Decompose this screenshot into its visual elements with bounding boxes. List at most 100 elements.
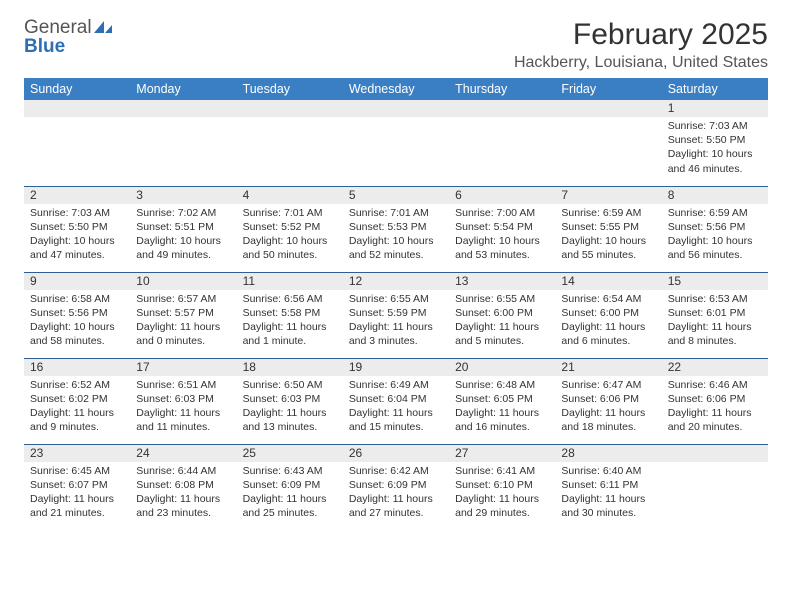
day-details: Sunrise: 6:51 AMSunset: 6:03 PMDaylight:… [130, 376, 236, 437]
calendar-week: 9Sunrise: 6:58 AMSunset: 5:56 PMDaylight… [24, 272, 768, 358]
day-header-row: Sunday Monday Tuesday Wednesday Thursday… [24, 78, 768, 100]
sunrise: Sunrise: 6:54 AM [561, 292, 655, 306]
daylight: Daylight: 11 hours and 23 minutes. [136, 492, 230, 520]
day-details: Sunrise: 6:59 AMSunset: 5:55 PMDaylight:… [555, 204, 661, 265]
sunset: Sunset: 6:05 PM [455, 392, 549, 406]
day-details: Sunrise: 7:01 AMSunset: 5:53 PMDaylight:… [343, 204, 449, 265]
day-number: 3 [130, 187, 236, 204]
calendar-cell: 12Sunrise: 6:55 AMSunset: 5:59 PMDayligh… [343, 272, 449, 358]
day-number: 12 [343, 273, 449, 290]
daylight: Daylight: 11 hours and 27 minutes. [349, 492, 443, 520]
daylight: Daylight: 11 hours and 20 minutes. [668, 406, 762, 434]
day-number: 13 [449, 273, 555, 290]
day-number [130, 100, 236, 117]
daylight: Daylight: 11 hours and 30 minutes. [561, 492, 655, 520]
calendar-cell [237, 100, 343, 186]
day-details: Sunrise: 6:45 AMSunset: 6:07 PMDaylight:… [24, 462, 130, 523]
day-details: Sunrise: 6:56 AMSunset: 5:58 PMDaylight:… [237, 290, 343, 351]
day-details: Sunrise: 6:50 AMSunset: 6:03 PMDaylight:… [237, 376, 343, 437]
calendar-cell: 11Sunrise: 6:56 AMSunset: 5:58 PMDayligh… [237, 272, 343, 358]
calendar-cell: 22Sunrise: 6:46 AMSunset: 6:06 PMDayligh… [662, 358, 768, 444]
calendar-cell [130, 100, 236, 186]
daylight: Daylight: 11 hours and 15 minutes. [349, 406, 443, 434]
col-thursday: Thursday [449, 78, 555, 100]
day-details: Sunrise: 6:47 AMSunset: 6:06 PMDaylight:… [555, 376, 661, 437]
calendar-cell: 14Sunrise: 6:54 AMSunset: 6:00 PMDayligh… [555, 272, 661, 358]
sunrise: Sunrise: 6:41 AM [455, 464, 549, 478]
daylight: Daylight: 11 hours and 13 minutes. [243, 406, 337, 434]
daylight: Daylight: 11 hours and 18 minutes. [561, 406, 655, 434]
calendar-cell: 8Sunrise: 6:59 AMSunset: 5:56 PMDaylight… [662, 186, 768, 272]
sunset: Sunset: 5:57 PM [136, 306, 230, 320]
sunset: Sunset: 5:58 PM [243, 306, 337, 320]
calendar-cell: 17Sunrise: 6:51 AMSunset: 6:03 PMDayligh… [130, 358, 236, 444]
calendar-cell: 24Sunrise: 6:44 AMSunset: 6:08 PMDayligh… [130, 444, 236, 530]
sunset: Sunset: 6:00 PM [561, 306, 655, 320]
day-details [130, 117, 236, 121]
sunset: Sunset: 5:51 PM [136, 220, 230, 234]
sunrise: Sunrise: 6:53 AM [668, 292, 762, 306]
sunrise: Sunrise: 6:52 AM [30, 378, 124, 392]
sunset: Sunset: 5:52 PM [243, 220, 337, 234]
col-friday: Friday [555, 78, 661, 100]
day-details: Sunrise: 6:42 AMSunset: 6:09 PMDaylight:… [343, 462, 449, 523]
calendar-cell [662, 444, 768, 530]
day-number: 17 [130, 359, 236, 376]
sunset: Sunset: 6:10 PM [455, 478, 549, 492]
day-number [449, 100, 555, 117]
daylight: Daylight: 11 hours and 5 minutes. [455, 320, 549, 348]
daylight: Daylight: 11 hours and 29 minutes. [455, 492, 549, 520]
calendar-cell: 25Sunrise: 6:43 AMSunset: 6:09 PMDayligh… [237, 444, 343, 530]
day-number: 15 [662, 273, 768, 290]
calendar-cell: 4Sunrise: 7:01 AMSunset: 5:52 PMDaylight… [237, 186, 343, 272]
sunset: Sunset: 5:56 PM [668, 220, 762, 234]
day-details: Sunrise: 6:48 AMSunset: 6:05 PMDaylight:… [449, 376, 555, 437]
daylight: Daylight: 10 hours and 49 minutes. [136, 234, 230, 262]
day-number [343, 100, 449, 117]
calendar-cell: 19Sunrise: 6:49 AMSunset: 6:04 PMDayligh… [343, 358, 449, 444]
day-number: 23 [24, 445, 130, 462]
sunrise: Sunrise: 6:46 AM [668, 378, 762, 392]
calendar-cell: 16Sunrise: 6:52 AMSunset: 6:02 PMDayligh… [24, 358, 130, 444]
calendar-cell [449, 100, 555, 186]
day-number: 28 [555, 445, 661, 462]
sunset: Sunset: 6:01 PM [668, 306, 762, 320]
daylight: Daylight: 11 hours and 1 minute. [243, 320, 337, 348]
calendar-week: 2Sunrise: 7:03 AMSunset: 5:50 PMDaylight… [24, 186, 768, 272]
sunrise: Sunrise: 6:51 AM [136, 378, 230, 392]
calendar-cell: 10Sunrise: 6:57 AMSunset: 5:57 PMDayligh… [130, 272, 236, 358]
daylight: Daylight: 10 hours and 47 minutes. [30, 234, 124, 262]
daylight: Daylight: 11 hours and 3 minutes. [349, 320, 443, 348]
calendar-cell: 18Sunrise: 6:50 AMSunset: 6:03 PMDayligh… [237, 358, 343, 444]
calendar-cell: 23Sunrise: 6:45 AMSunset: 6:07 PMDayligh… [24, 444, 130, 530]
day-details: Sunrise: 6:58 AMSunset: 5:56 PMDaylight:… [24, 290, 130, 351]
sunrise: Sunrise: 6:57 AM [136, 292, 230, 306]
sunset: Sunset: 6:06 PM [668, 392, 762, 406]
daylight: Daylight: 11 hours and 0 minutes. [136, 320, 230, 348]
day-number: 27 [449, 445, 555, 462]
day-details [662, 462, 768, 466]
daylight: Daylight: 11 hours and 25 minutes. [243, 492, 337, 520]
daylight: Daylight: 11 hours and 11 minutes. [136, 406, 230, 434]
day-number: 25 [237, 445, 343, 462]
day-details: Sunrise: 6:44 AMSunset: 6:08 PMDaylight:… [130, 462, 236, 523]
daylight: Daylight: 10 hours and 55 minutes. [561, 234, 655, 262]
calendar-cell: 7Sunrise: 6:59 AMSunset: 5:55 PMDaylight… [555, 186, 661, 272]
calendar-cell [24, 100, 130, 186]
day-details: Sunrise: 6:41 AMSunset: 6:10 PMDaylight:… [449, 462, 555, 523]
sunrise: Sunrise: 6:55 AM [455, 292, 549, 306]
sunset: Sunset: 6:06 PM [561, 392, 655, 406]
day-number: 5 [343, 187, 449, 204]
calendar-week: 16Sunrise: 6:52 AMSunset: 6:02 PMDayligh… [24, 358, 768, 444]
sunrise: Sunrise: 7:01 AM [349, 206, 443, 220]
day-details: Sunrise: 7:03 AMSunset: 5:50 PMDaylight:… [24, 204, 130, 265]
daylight: Daylight: 11 hours and 16 minutes. [455, 406, 549, 434]
col-tuesday: Tuesday [237, 78, 343, 100]
calendar-cell: 20Sunrise: 6:48 AMSunset: 6:05 PMDayligh… [449, 358, 555, 444]
sunset: Sunset: 5:59 PM [349, 306, 443, 320]
sunset: Sunset: 6:07 PM [30, 478, 124, 492]
col-sunday: Sunday [24, 78, 130, 100]
sunrise: Sunrise: 6:44 AM [136, 464, 230, 478]
calendar-cell: 21Sunrise: 6:47 AMSunset: 6:06 PMDayligh… [555, 358, 661, 444]
col-saturday: Saturday [662, 78, 768, 100]
